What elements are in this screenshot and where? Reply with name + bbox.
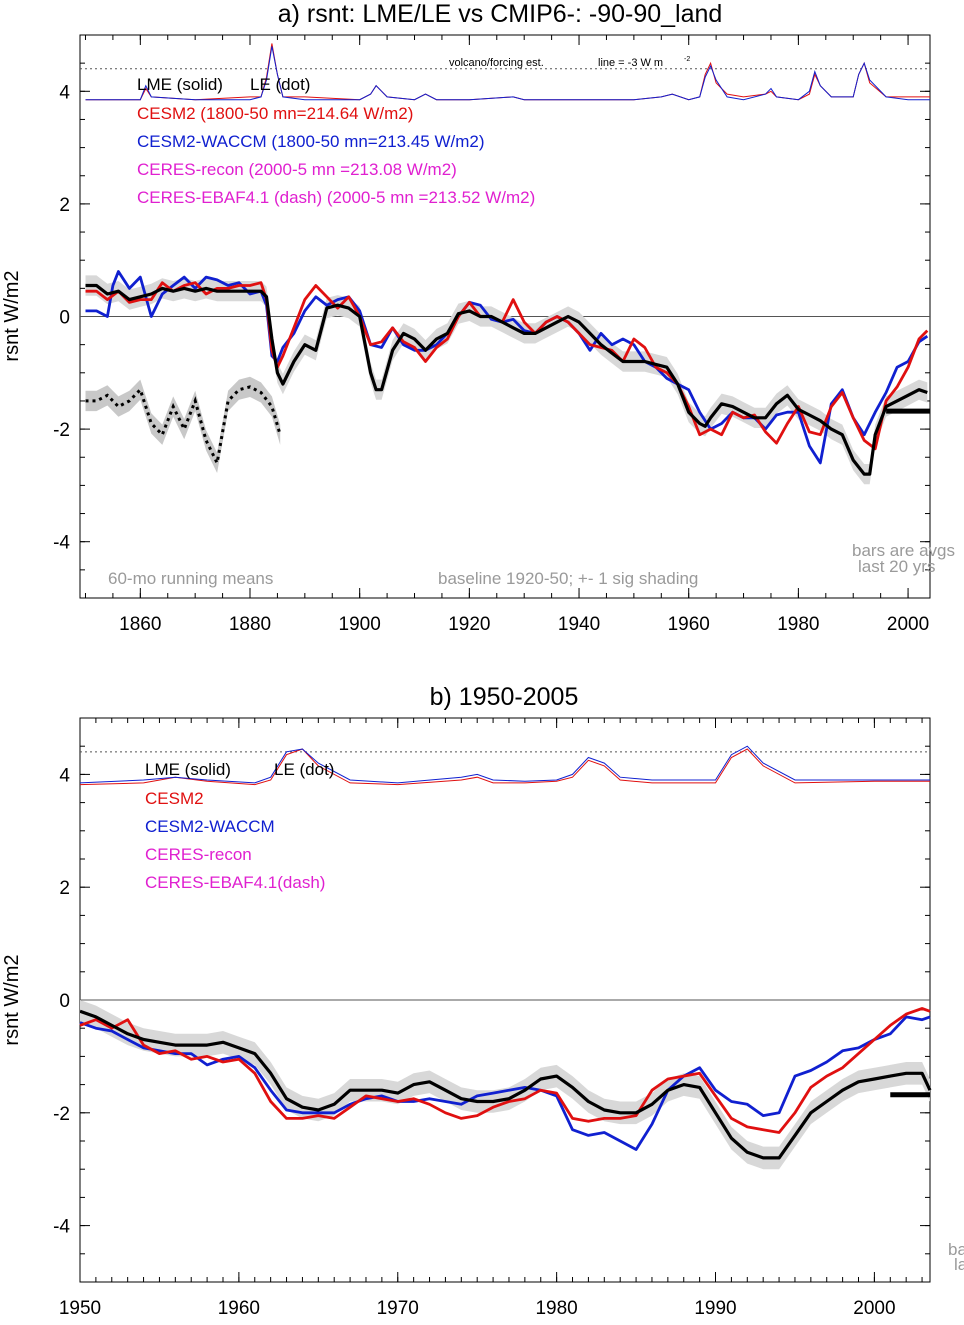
note-running-means: 60-mo running means bbox=[108, 569, 273, 588]
x-tick-label: 1980 bbox=[777, 614, 819, 635]
x-tick-label: 1920 bbox=[448, 614, 490, 635]
panel-b-title: b) 1950-2005 bbox=[430, 683, 579, 711]
panel-b: b) 1950-2005 rsnt W/m2 1950 1960 1970 1980 1… bbox=[1, 683, 964, 1319]
series-cesm2-waccm bbox=[85, 270, 929, 465]
legend-b-lme: LME (solid) bbox=[145, 760, 231, 779]
panel-a-plot-area: 1860 1880 1900 1920 1940 1960 1980 2000 4 2 0 -2 -4 bbox=[53, 34, 931, 635]
legend-cesm2-waccm: CESM2-WACCM (1800-50 mn=213.45 W/m2) bbox=[137, 132, 485, 151]
panel-a-legend: LME (solid) LE (dot) CESM2 (1800-50 mn=2… bbox=[137, 75, 535, 207]
y-tick-label: 4 bbox=[59, 82, 70, 103]
series-lme bbox=[85, 283, 928, 476]
y-tick-label: -4 bbox=[53, 533, 70, 554]
panel-a-ylabel: rsnt W/m2 bbox=[1, 270, 23, 361]
x-tick-label: 2000 bbox=[853, 1298, 895, 1319]
legend-ceres-ebaf: CERES-EBAF4.1 (dash) (2000-5 mn =213.52 … bbox=[137, 188, 535, 207]
series-lme bbox=[79, 1009, 932, 1160]
legend-ceres-recon: CERES-recon (2000-5 mn =213.08 W/m2) bbox=[137, 160, 457, 179]
note-baseline: baseline 1920-50; +- 1 sig shading bbox=[438, 569, 698, 588]
y-tick-label: -2 bbox=[53, 420, 70, 441]
x-tick-label: 1990 bbox=[694, 1298, 736, 1319]
x-tick-label: 1980 bbox=[535, 1298, 577, 1319]
series-cesm2-waccm bbox=[79, 1015, 931, 1151]
lme-sigma-shading bbox=[85, 275, 928, 485]
x-tick-label: 1940 bbox=[558, 614, 600, 635]
x-tick-label: 1960 bbox=[668, 614, 710, 635]
y-tick-label: 0 bbox=[59, 308, 70, 329]
x-tick-label: 1860 bbox=[119, 614, 161, 635]
legend-b-ceres-recon: CERES-recon bbox=[145, 845, 252, 864]
x-tick-label: 2000 bbox=[887, 614, 929, 635]
panel-b-plot-area: 1950 1960 1970 1980 1990 2000 4 2 0 -2 -4 bbox=[53, 717, 932, 1319]
note-b-last: la bbox=[954, 1255, 964, 1274]
panel-a-title: a) rsnt: LME/LE vs CMIP6-: -90-90_land bbox=[278, 0, 723, 28]
y-tick-label: 2 bbox=[59, 195, 70, 216]
y-tick-label: -2 bbox=[53, 1104, 70, 1125]
y-tick-label: 4 bbox=[59, 765, 70, 786]
legend-b-cesm2-waccm: CESM2-WACCM bbox=[145, 817, 275, 836]
volcano-waccm-line bbox=[79, 745, 930, 784]
volcano-waccm-line bbox=[85, 46, 930, 101]
y-tick-label: 2 bbox=[59, 878, 70, 899]
x-tick-label: 1950 bbox=[59, 1298, 101, 1319]
legend-b-ceres-ebaf: CERES-EBAF4.1(dash) bbox=[145, 873, 325, 892]
volcano-cesm2-line bbox=[79, 748, 930, 786]
panel-b-ylabel: rsnt W/m2 bbox=[1, 954, 23, 1045]
legend-le: LE (dot) bbox=[250, 75, 310, 94]
panel-a: a) rsnt: LME/LE vs CMIP6-: -90-90_land r… bbox=[1, 0, 955, 635]
x-tick-label: 1880 bbox=[229, 614, 271, 635]
panel-b-legend: LME (solid) LE (dot) CESM2 CESM2-WACCM C… bbox=[145, 760, 334, 892]
legend-lme: LME (solid) bbox=[137, 75, 223, 94]
note-bars: bars are avgs bbox=[852, 541, 955, 560]
series-cesm2 bbox=[79, 1007, 931, 1134]
y-tick-label: 0 bbox=[59, 991, 70, 1012]
y-tick-label: -4 bbox=[53, 1217, 70, 1238]
note-last-years: last 20 yrs bbox=[858, 557, 935, 576]
volcano-line-sup: -2 bbox=[684, 56, 690, 63]
x-tick-label: 1970 bbox=[377, 1298, 419, 1319]
lme-sigma-shading bbox=[80, 1000, 930, 1170]
series-le bbox=[85, 385, 282, 468]
x-tick-label: 1960 bbox=[218, 1298, 260, 1319]
legend-cesm2: CESM2 (1800-50 mn=214.64 W/m2) bbox=[137, 104, 413, 123]
x-tick-label: 1900 bbox=[339, 614, 381, 635]
legend-b-cesm2: CESM2 bbox=[145, 789, 204, 808]
legend-b-le: LE (dot) bbox=[274, 760, 334, 779]
note-b-bars: ba bbox=[948, 1240, 964, 1259]
volcano-line-label: line = -3 W m bbox=[598, 57, 663, 69]
volcano-label: volcano/forcing est. bbox=[449, 57, 544, 69]
